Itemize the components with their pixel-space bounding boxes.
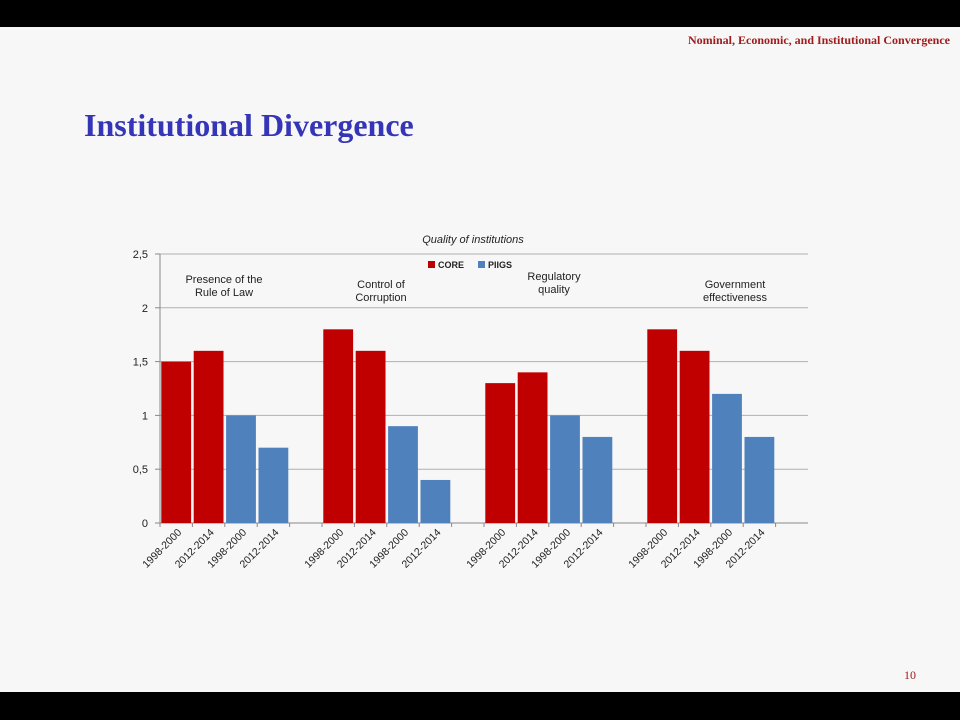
page-number: 10 (904, 668, 916, 682)
bar-piigs (550, 415, 580, 523)
chart-title: Quality of institutions (422, 234, 524, 246)
y-tick-label: 2,5 (133, 249, 148, 261)
bar-piigs (258, 447, 289, 523)
y-tick-label: 1,5 (133, 357, 148, 369)
legend-swatch-piigs (478, 261, 485, 268)
group-label: Corruption (355, 292, 406, 304)
bar-piigs (420, 479, 451, 523)
bar-piigs (388, 426, 418, 523)
bar-piigs (712, 393, 742, 523)
bar-core (161, 361, 192, 523)
group-label: Rule of Law (195, 287, 253, 299)
y-tick-label: 0 (142, 518, 148, 530)
bar-core (485, 383, 516, 523)
bar-piigs (744, 436, 775, 523)
bar-core (679, 350, 710, 523)
y-tick-label: 2 (142, 303, 148, 315)
legend-label: CORE (438, 260, 464, 270)
slide-title: Institutional Divergence (84, 107, 414, 143)
group-label: effectiveness (703, 292, 768, 304)
bar-core (647, 329, 678, 523)
group-label: quality (538, 284, 570, 296)
header-title: Nominal, Economic, and Institutional Con… (687, 33, 950, 47)
bar-core (517, 372, 548, 523)
group-label: Regulatory (527, 271, 581, 283)
bar-piigs (582, 436, 613, 523)
bar-core (193, 350, 224, 523)
slide: Nominal, Economic, and Institutional Con… (0, 27, 960, 692)
y-tick-label: 0,5 (133, 464, 148, 476)
legend-swatch-core (428, 261, 435, 268)
group-label: Control of (357, 279, 406, 291)
bar-core (323, 329, 354, 523)
legend-label: PIIGS (488, 260, 512, 270)
bar-core (355, 350, 386, 523)
group-label: Government (705, 279, 766, 291)
quality-of-institutions-chart: Quality of institutions 00,511,522,51998… (133, 234, 808, 571)
group-label: Presence of the (185, 274, 262, 286)
y-tick-label: 1 (142, 410, 148, 422)
bar-piigs (226, 415, 256, 523)
